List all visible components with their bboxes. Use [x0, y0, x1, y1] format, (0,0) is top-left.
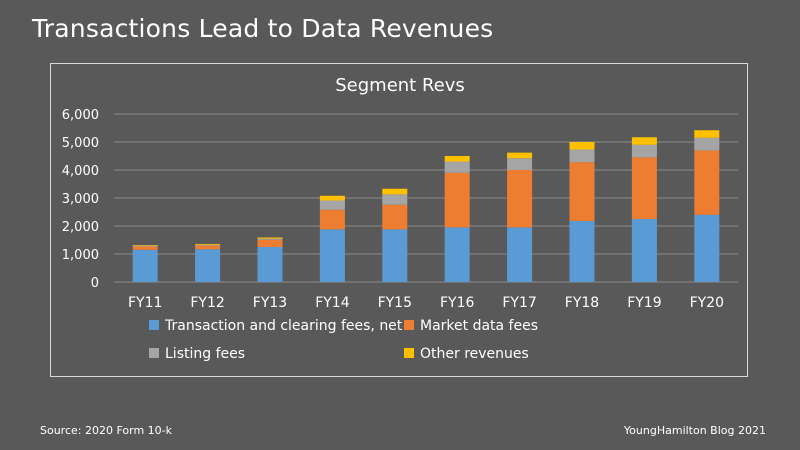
legend-label: Listing fees [165, 346, 245, 362]
bar-fy15-series-1 [382, 204, 408, 230]
slide-title: Transactions Lead to Data Revenues [32, 14, 494, 43]
bar-fy11-series-0 [132, 249, 158, 282]
bar-fy15-series-2 [382, 194, 408, 205]
bar-fy12-series-2 [195, 244, 221, 246]
bar-fy17-series-3 [507, 152, 533, 159]
bar-fy13-series-0 [257, 247, 283, 282]
chart-frame: Segment Revs 0 1,000 2,000 3,000 4,000 5,000 6… [50, 63, 748, 377]
y-tick-label: 5,000 [62, 136, 99, 151]
bar-fy11-series-2 [132, 245, 158, 247]
segment-revenue-chart: Segment Revs 0 1,000 2,000 3,000 4,000 5,000 6… [62, 75, 738, 362]
credit-note: YoungHamilton Blog 2021 [623, 424, 766, 437]
bar-fy12-series-0 [195, 249, 221, 282]
bar-fy20-series-2 [694, 137, 720, 151]
bar-fy14-series-1 [319, 209, 345, 230]
legend-swatch [404, 320, 414, 330]
y-tick-label: 4,000 [62, 164, 99, 179]
y-tick-label: 1,000 [62, 248, 99, 263]
bar-fy17-series-2 [507, 158, 533, 170]
bar-fy19-series-2 [631, 144, 657, 158]
x-tick-label: FY20 [690, 295, 724, 311]
bar-fy18-series-3 [569, 142, 595, 150]
source-note: Source: 2020 Form 10-k [40, 424, 173, 437]
bar-fy15-series-3 [382, 188, 408, 195]
bar-fy19-series-1 [631, 157, 657, 219]
x-tick-label: FY14 [315, 295, 350, 311]
chart-title: Segment Revs [335, 75, 465, 96]
bar-fy13-series-1 [257, 239, 283, 247]
legend-swatch [149, 348, 159, 358]
legend-swatch [404, 348, 414, 358]
legend-label: Other revenues [420, 346, 529, 362]
legend-label: Market data fees [420, 318, 538, 334]
bar-fy19-series-3 [631, 137, 657, 145]
x-tick-label: FY12 [190, 295, 224, 311]
bar-fy17-series-0 [507, 227, 533, 282]
legend-label: Transaction and clearing fees, net [164, 318, 403, 334]
bar-fy14-series-0 [319, 229, 345, 282]
legend-swatch [149, 320, 159, 330]
x-tick-label: FY11 [128, 295, 162, 311]
bar-fy15-series-0 [382, 229, 408, 282]
bar-fy18-series-2 [569, 149, 595, 163]
bar-fy12-series-1 [195, 245, 221, 250]
x-tick-label: FY13 [253, 295, 287, 311]
x-tick-label: FY15 [378, 295, 412, 311]
y-tick-label: 0 [91, 276, 99, 291]
bar-fy16-series-0 [444, 227, 470, 282]
bar-fy16-series-1 [444, 172, 470, 228]
bar-fy16-series-3 [444, 156, 470, 162]
bar-fy20-series-3 [694, 130, 720, 138]
x-tick-label: FY19 [627, 295, 661, 311]
x-tick-label: FY18 [565, 295, 599, 311]
bar-fy20-series-0 [694, 214, 720, 282]
bar-fy17-series-1 [507, 170, 533, 228]
bar-fy13-series-3 [257, 237, 283, 239]
bar-fy18-series-0 [569, 220, 595, 282]
bar-fy11-series-3 [132, 245, 158, 246]
bar-fy20-series-1 [694, 150, 720, 215]
y-tick-label: 2,000 [62, 220, 99, 235]
bar-fy18-series-1 [569, 162, 595, 221]
bar-fy11-series-1 [132, 246, 158, 250]
bar-fy14-series-3 [319, 195, 345, 201]
bar-fy19-series-0 [631, 219, 657, 282]
x-tick-label: FY16 [440, 295, 475, 311]
bar-fy14-series-2 [319, 200, 345, 210]
y-tick-label: 3,000 [62, 192, 99, 207]
y-tick-label: 6,000 [62, 108, 99, 123]
bar-fy12-series-3 [195, 243, 221, 245]
bar-fy13-series-2 [257, 238, 283, 240]
bar-fy16-series-2 [444, 161, 470, 173]
x-tick-label: FY17 [502, 295, 536, 311]
